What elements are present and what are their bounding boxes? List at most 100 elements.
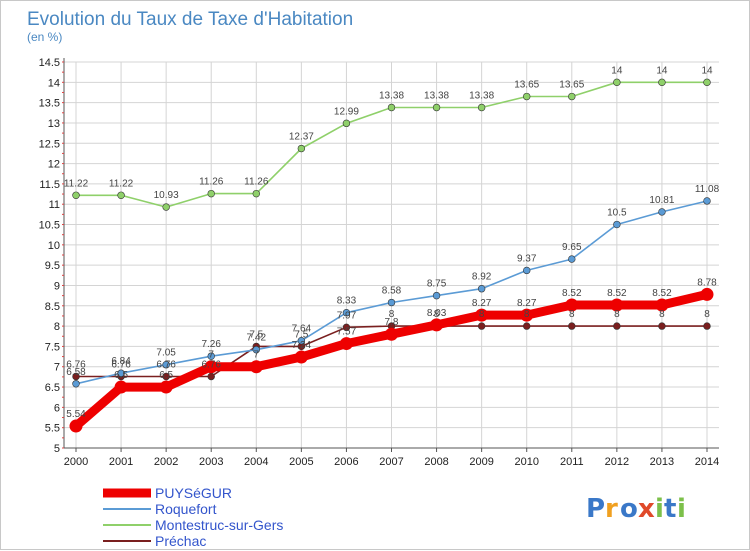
- data-label-montestruc-sur-gers: 11.26: [199, 177, 224, 188]
- data-label-montestruc-sur-gers: 13.38: [469, 91, 494, 102]
- y-tick-label: 13.5: [39, 98, 60, 110]
- data-point-puys-gur: [69, 419, 83, 433]
- logo-letter: i: [677, 494, 686, 524]
- data-label-roquefort: 8.92: [472, 272, 492, 283]
- data-point-roquefort: [703, 197, 711, 205]
- y-tick-label: 14.5: [39, 57, 60, 69]
- data-point-puys-gur: [159, 380, 173, 394]
- data-label-puys-gur: 8.78: [697, 277, 717, 288]
- data-label-roquefort: 10.5: [607, 208, 627, 219]
- data-label-pr-chac: 8: [434, 309, 440, 320]
- x-tick-label: 2014: [695, 456, 719, 468]
- y-axis-ticks: 5 5.5 6 6.5 7 7.5 8 8.5 9 9.5 10 10.5 11 11.5 12 12.5 13…: [39, 57, 60, 455]
- data-label-roquefort: 8.58: [382, 286, 402, 297]
- logo-letter: x: [638, 494, 655, 524]
- data-labels: 6.76 6.76 6.76 6.76 7.5 7.5 7.97 8 8 8 8 8 8 8 8 11.22 1…: [64, 65, 720, 420]
- data-point-roquefort: [297, 337, 306, 345]
- data-point-puys-gur: [204, 360, 218, 374]
- data-point-puys-gur: [475, 308, 489, 322]
- y-tick-label: 5.5: [45, 423, 60, 435]
- data-label-puys-gur: 7.24: [292, 340, 312, 351]
- data-point-puys-gur: [294, 350, 308, 364]
- legend-label-montestruc: Montestruc-sur-Gers: [155, 517, 283, 533]
- data-point-montestruc-sur-gers: [162, 203, 170, 211]
- data-point-roquefort: [162, 361, 170, 369]
- x-tick-label: 2005: [289, 456, 313, 468]
- data-label-roquefort: 9.65: [562, 242, 582, 253]
- data-label-pr-chac: 8: [614, 309, 620, 320]
- data-point-montestruc-sur-gers: [658, 78, 666, 87]
- data-point-puys-gur: [114, 380, 128, 394]
- y-tick-label: 8: [54, 321, 60, 333]
- y-tick-label: 6: [54, 402, 60, 414]
- data-label-puys-gur: 8.52: [652, 288, 672, 299]
- data-point-puys-gur: [249, 360, 263, 374]
- x-tick-label: 2003: [199, 456, 223, 468]
- data-label-puys-gur: 8.52: [562, 288, 582, 299]
- y-tick-label: 6.5: [45, 382, 60, 394]
- data-label-pr-chac: 7.97: [337, 310, 357, 321]
- data-label-roquefort: 7.42: [247, 333, 267, 344]
- x-axis-ticks: 2000 2001 2002 2003 2004 2005 2006 2007 2008 2009…: [64, 448, 719, 468]
- y-tick-label: 14: [48, 77, 60, 89]
- x-tick-label: 2012: [605, 456, 629, 468]
- data-point-pr-chac: [162, 372, 170, 381]
- chart-subtitle: (en %): [27, 30, 62, 44]
- data-label-roquefort: 7.64: [292, 324, 312, 335]
- data-point-puys-gur: [430, 318, 444, 332]
- data-label-roquefort: 7.26: [201, 339, 221, 350]
- data-point-montestruc-sur-gers: [432, 103, 441, 112]
- data-point-roquefort: [207, 352, 215, 360]
- data-label-montestruc-sur-gers: 11.22: [64, 178, 89, 189]
- logo-letter: i: [655, 494, 664, 524]
- data-point-roquefort: [658, 208, 666, 216]
- data-label-pr-chac: 8: [569, 309, 575, 320]
- y-tick-label: 7.5: [45, 341, 60, 353]
- data-label-montestruc-sur-gers: 13.38: [379, 91, 404, 102]
- data-point-montestruc-sur-gers: [523, 92, 531, 101]
- x-tick-label: 2002: [154, 456, 178, 468]
- y-tick-label: 11: [49, 199, 60, 211]
- data-point-roquefort: [523, 266, 531, 275]
- y-tick-label: 12: [48, 159, 60, 171]
- data-label-pr-chac: 6.76: [66, 359, 86, 370]
- data-point-puys-gur: [610, 298, 624, 312]
- data-point-puys-gur: [520, 308, 534, 322]
- data-point-puys-gur: [385, 327, 398, 341]
- data-label-pr-chac: 8: [659, 309, 665, 320]
- logo-letter: t: [664, 494, 676, 524]
- data-point-pr-chac: [568, 322, 576, 330]
- data-point-roquefort: [613, 220, 621, 229]
- data-point-pr-chac: [72, 372, 80, 381]
- data-label-puys-gur: 7: [208, 350, 214, 361]
- x-tick-label: 2008: [424, 456, 448, 468]
- y-tick-label: 12.5: [39, 138, 60, 150]
- y-tick-label: 13: [48, 118, 60, 130]
- data-label-roquefort: 8.33: [337, 296, 357, 307]
- data-point-roquefort: [117, 369, 125, 377]
- data-label-puys-gur: 5.54: [66, 409, 86, 420]
- data-point-montestruc-sur-gers: [613, 78, 621, 87]
- data-label-montestruc-sur-gers: 13.65: [559, 80, 584, 91]
- data-label-puys-gur: 7.8: [385, 317, 399, 328]
- data-point-pr-chac: [658, 322, 666, 330]
- data-label-montestruc-sur-gers: 11.22: [109, 178, 134, 189]
- data-label-puys-gur: 8.03: [427, 308, 447, 319]
- data-label-puys-gur: 6.5: [114, 370, 128, 381]
- legend-label-puysegur: PUYSéGUR: [155, 485, 232, 501]
- data-point-montestruc-sur-gers: [387, 103, 396, 112]
- data-label-montestruc-sur-gers: 10.93: [154, 190, 179, 201]
- x-tick-label: 2001: [109, 456, 133, 468]
- x-tick-label: 2007: [379, 456, 403, 468]
- data-point-pr-chac: [342, 323, 351, 332]
- data-point-puys-gur: [655, 298, 669, 312]
- legend-label-prechac: Préchac: [155, 533, 206, 549]
- data-label-pr-chac: 8: [524, 309, 530, 320]
- data-label-pr-chac: 6.76: [156, 359, 176, 370]
- y-tick-label: 10: [48, 240, 60, 252]
- y-tick-label: 8.5: [45, 301, 60, 313]
- data-label-roquefort: 10.81: [649, 195, 674, 206]
- data-label-montestruc-sur-gers: 11.26: [244, 177, 269, 188]
- data-label-puys-gur: 7.57: [337, 327, 357, 338]
